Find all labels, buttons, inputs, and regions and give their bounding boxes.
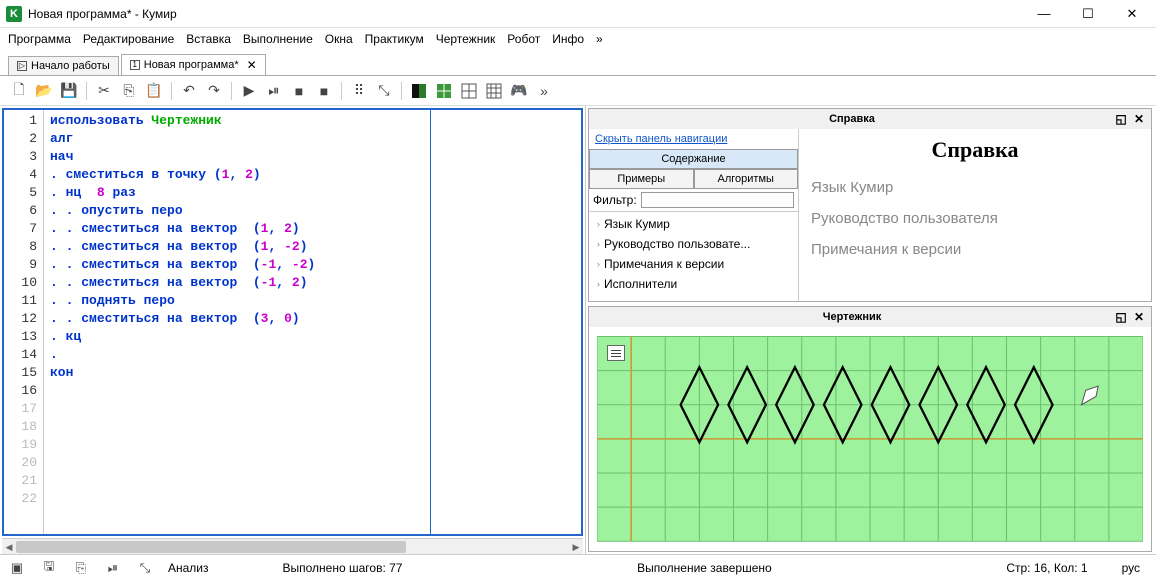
tab-Начало работы[interactable]: ▷Начало работы [8, 56, 119, 75]
editor-hscroll[interactable]: ◀▶ [2, 538, 583, 554]
canvas-panel-title: Чертежник [593, 311, 1111, 323]
line-gutter: 12345678910111213141516171819202122 [4, 110, 44, 534]
status-pos: Стр: 16, Кол: 1 [1006, 561, 1087, 575]
new-file-icon[interactable]: 🗋 [8, 80, 30, 102]
tree-item[interactable]: ›Примечания к версии [589, 254, 798, 274]
menu-Окна[interactable]: Окна [325, 32, 353, 46]
tab-close-icon[interactable]: ✕ [247, 58, 257, 72]
more-icon[interactable]: » [533, 80, 555, 102]
help-content-title: Справка [811, 137, 1139, 163]
stop-icon[interactable]: ■ [288, 80, 310, 102]
menu-Инфо[interactable]: Инфо [552, 32, 584, 46]
status-analysis: Анализ [168, 561, 209, 575]
menu-Программа[interactable]: Программа [8, 32, 71, 46]
copy-icon[interactable]: ⎘ [118, 80, 140, 102]
help-close-icon[interactable]: ✕ [1131, 111, 1147, 127]
help-link[interactable]: Руководство пользователя [811, 210, 1139, 227]
menu-Вставка[interactable]: Вставка [186, 32, 231, 46]
menu-»[interactable]: » [596, 32, 603, 46]
help-tab-examples[interactable]: Примеры [589, 169, 694, 189]
app-icon: K [6, 6, 22, 22]
filter-label: Фильтр: [593, 193, 637, 207]
run-icon[interactable]: ▶ [238, 80, 260, 102]
redo-icon[interactable]: ↷ [203, 80, 225, 102]
status-lang: рус [1122, 561, 1140, 575]
undo-icon[interactable]: ↶ [178, 80, 200, 102]
maximize-button[interactable]: ☐ [1066, 0, 1110, 28]
canvas-popout-icon[interactable]: ◱ [1113, 309, 1129, 325]
editor-margin [431, 110, 581, 534]
close-button[interactable]: ✕ [1110, 0, 1154, 28]
status-icon-2[interactable]: 🖫 [40, 559, 58, 577]
canvas-close-icon[interactable]: ✕ [1131, 309, 1147, 325]
tool-a-icon[interactable]: ⠿ [348, 80, 370, 102]
help-link[interactable]: Язык Кумир [811, 179, 1139, 196]
minimize-button[interactable]: — [1022, 0, 1066, 28]
tool-b-icon[interactable]: ⤡ [373, 80, 395, 102]
menu-Чертежник[interactable]: Чертежник [436, 32, 496, 46]
grid2-icon[interactable] [433, 80, 455, 102]
grid4-icon[interactable] [483, 80, 505, 102]
step-icon[interactable]: ⏯ [263, 80, 285, 102]
code-editor[interactable]: использовать Чертежникалгнач. сместиться… [44, 110, 431, 534]
menu-Практикум[interactable]: Практикум [365, 32, 424, 46]
menu-Редактирование[interactable]: Редактирование [83, 32, 174, 46]
status-icon-4[interactable]: ⏯ [104, 559, 122, 577]
hide-nav-link[interactable]: Скрыть панель навигации [589, 129, 798, 149]
stop2-icon[interactable]: ■ [313, 80, 335, 102]
grid1-icon[interactable] [408, 80, 430, 102]
menu-Выполнение[interactable]: Выполнение [243, 32, 313, 46]
drawing-canvas [597, 335, 1143, 543]
filter-input[interactable] [641, 192, 794, 208]
window-title: Новая программа* - Кумир [28, 7, 1022, 21]
save-file-icon[interactable]: 💾 [58, 80, 80, 102]
tab-Новая программа*[interactable]: 1Новая программа*✕ [121, 54, 266, 75]
canvas-menu-icon[interactable] [607, 345, 625, 361]
open-file-icon[interactable]: 📂 [33, 80, 55, 102]
help-popout-icon[interactable]: ◱ [1113, 111, 1129, 127]
tree-item[interactable]: ›Язык Кумир [589, 214, 798, 234]
help-link[interactable]: Примечания к версии [811, 241, 1139, 258]
help-tab-content[interactable]: Содержание [589, 149, 798, 169]
game-icon[interactable]: 🎮 [508, 80, 530, 102]
grid3-icon[interactable] [458, 80, 480, 102]
status-icon-3[interactable]: ⎘ [72, 559, 90, 577]
status-icon-5[interactable]: ⤡ [136, 559, 154, 577]
menu-Робот[interactable]: Робот [507, 32, 540, 46]
status-done: Выполнение завершено [637, 561, 772, 575]
tree-item[interactable]: ›Исполнители [589, 274, 798, 294]
help-panel-title: Справка [593, 113, 1111, 125]
help-tab-algorithms[interactable]: Алгоритмы [694, 169, 799, 189]
tree-item[interactable]: ›Руководство пользовате... [589, 234, 798, 254]
paste-icon[interactable]: 📋 [143, 80, 165, 102]
cut-icon[interactable]: ✂ [93, 80, 115, 102]
status-steps: Выполнено шагов: 77 [283, 561, 403, 575]
status-icon-1[interactable]: ▣ [8, 559, 26, 577]
